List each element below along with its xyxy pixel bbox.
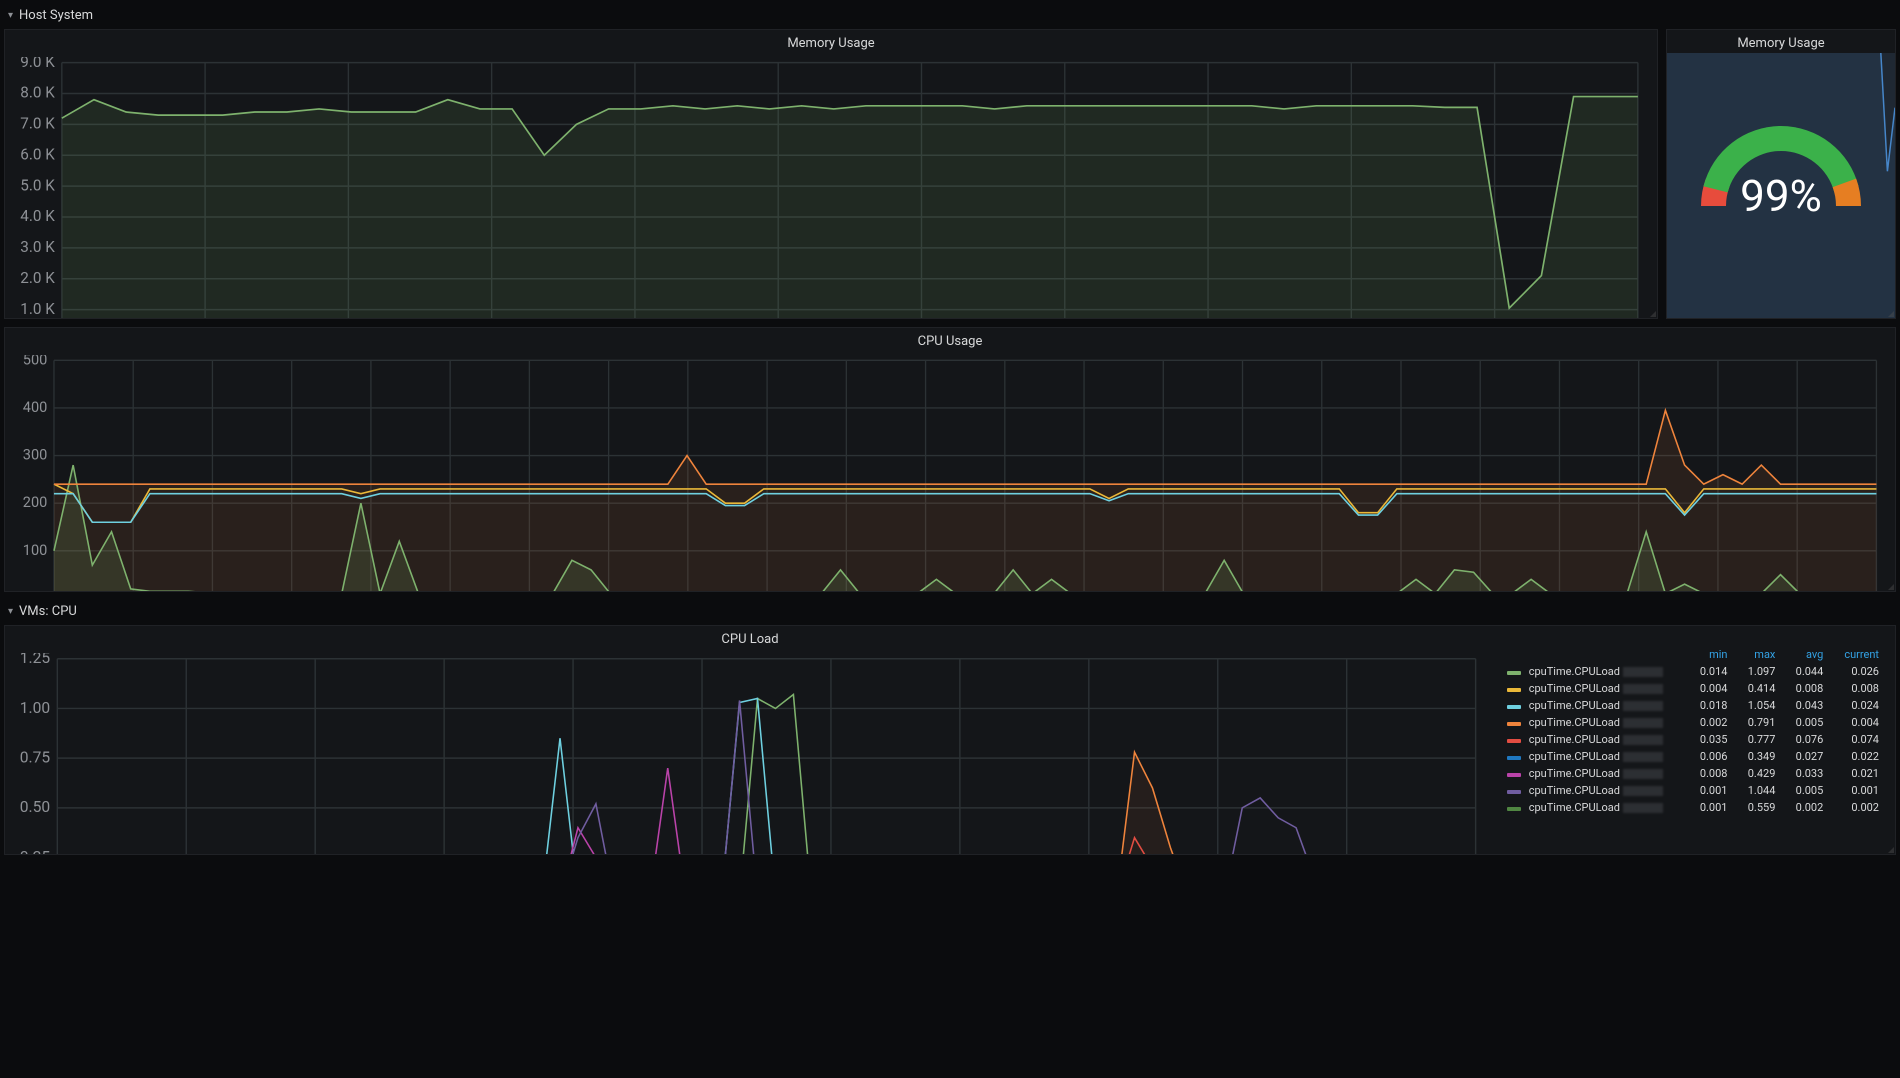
- col-current[interactable]: current: [1831, 646, 1887, 663]
- svg-text:0.25: 0.25: [20, 847, 51, 855]
- obscured-label: [1623, 701, 1663, 711]
- obscured-label: [1623, 803, 1663, 813]
- table-row[interactable]: cpuTime.CPULoad 0.0141.0970.0440.026: [1499, 663, 1887, 680]
- svg-text:6.0 K: 6.0 K: [20, 145, 55, 163]
- svg-text:3.0 K: 3.0 K: [20, 238, 55, 256]
- svg-text:100: 100: [23, 541, 48, 559]
- col-min[interactable]: min: [1688, 646, 1736, 663]
- obscured-label: [1623, 769, 1663, 779]
- legend-swatch: [1507, 722, 1521, 726]
- svg-text:9.0 K: 9.0 K: [20, 57, 55, 71]
- legend-swatch: [1507, 705, 1521, 709]
- svg-text:1.25: 1.25: [20, 653, 51, 667]
- legend-table-cpuload: minmaxavgcurrent cpuTime.CPULoad 0.0141.…: [1499, 646, 1887, 816]
- panel-cpu-usage[interactable]: CPU Usage 010020030040050016:0017:0018:0…: [4, 327, 1896, 592]
- chart-cpu-load[interactable]: 00.250.500.751.001.2516:0018:0020:0022:0…: [9, 653, 1487, 855]
- resize-handle[interactable]: [1648, 309, 1656, 317]
- obscured-label: [1623, 667, 1663, 677]
- resize-handle[interactable]: [1886, 309, 1894, 317]
- panel-title-cpuload: CPU Load: [5, 626, 1495, 649]
- chart-cpu-usage[interactable]: 010020030040050016:0017:0018:0019:0020:0…: [9, 355, 1887, 592]
- svg-text:4.0 K: 4.0 K: [20, 207, 55, 225]
- table-row[interactable]: cpuTime.CPULoad 0.0020.7910.0050.004: [1499, 714, 1887, 731]
- table-row[interactable]: cpuTime.CPULoad 0.0060.3490.0270.022: [1499, 748, 1887, 765]
- svg-text:2.0 K: 2.0 K: [20, 269, 55, 287]
- legend-swatch: [1507, 773, 1521, 777]
- resize-handle[interactable]: [1886, 845, 1894, 853]
- svg-text:200: 200: [23, 493, 48, 511]
- svg-text:8.0 K: 8.0 K: [20, 84, 55, 102]
- panel-title-memory: Memory Usage: [5, 30, 1657, 53]
- svg-text:1.00: 1.00: [20, 698, 50, 717]
- table-row[interactable]: cpuTime.CPULoad 0.0080.4290.0330.021: [1499, 765, 1887, 782]
- row-header-vms[interactable]: ▾ VMs: CPU: [4, 600, 1896, 625]
- legend-swatch: [1507, 807, 1521, 811]
- svg-text:0.50: 0.50: [20, 797, 50, 816]
- svg-text:7.0 K: 7.0 K: [20, 115, 55, 133]
- svg-text:1.0 K: 1.0 K: [20, 300, 55, 318]
- chevron-down-icon: ▾: [8, 606, 13, 617]
- svg-text:500: 500: [23, 355, 48, 368]
- table-row[interactable]: cpuTime.CPULoad 0.0010.5590.0020.002: [1499, 799, 1887, 816]
- legend-swatch: [1507, 790, 1521, 794]
- resize-handle[interactable]: [1886, 582, 1894, 590]
- table-row[interactable]: cpuTime.CPULoad 0.0181.0540.0430.024: [1499, 697, 1887, 714]
- col-avg[interactable]: avg: [1783, 646, 1831, 663]
- obscured-label: [1623, 786, 1663, 796]
- legend-swatch: [1507, 756, 1521, 760]
- legend-swatch: [1507, 739, 1521, 743]
- panel-title-gauge: Memory Usage: [1667, 30, 1895, 53]
- gauge-sparkline: [1667, 53, 1895, 318]
- obscured-label: [1623, 718, 1663, 728]
- svg-text:0: 0: [39, 588, 47, 592]
- obscured-label: [1623, 752, 1663, 762]
- table-row[interactable]: cpuTime.CPULoad 0.0350.7770.0760.074: [1499, 731, 1887, 748]
- panel-cpu-load[interactable]: CPU Load 00.250.500.751.001.2516:0018:00…: [4, 625, 1896, 855]
- obscured-label: [1623, 735, 1663, 745]
- svg-text:5.0 K: 5.0 K: [20, 176, 55, 194]
- panel-title-cpu: CPU Usage: [5, 328, 1895, 351]
- chart-memory[interactable]: 01.0 K2.0 K3.0 K4.0 K5.0 K6.0 K7.0 K8.0 …: [9, 57, 1649, 319]
- chevron-down-icon: ▾: [8, 10, 13, 21]
- legend-swatch: [1507, 671, 1521, 675]
- row-header-host[interactable]: ▾ Host System: [4, 4, 1896, 29]
- svg-text:300: 300: [23, 446, 48, 464]
- table-row[interactable]: cpuTime.CPULoad 0.0040.4140.0080.008: [1499, 680, 1887, 697]
- row-title-host: Host System: [19, 8, 93, 23]
- legend-swatch: [1507, 688, 1521, 692]
- panel-memory-usage[interactable]: Memory Usage 01.0 K2.0 K3.0 K4.0 K5.0 K6…: [4, 29, 1658, 319]
- table-row[interactable]: cpuTime.CPULoad 0.0011.0440.0050.001: [1499, 782, 1887, 799]
- obscured-label: [1623, 684, 1663, 694]
- panel-memory-gauge[interactable]: Memory Usage 99%: [1666, 29, 1896, 319]
- col-max[interactable]: max: [1735, 646, 1783, 663]
- svg-text:400: 400: [23, 398, 48, 416]
- row-title-vms: VMs: CPU: [19, 604, 77, 619]
- svg-text:0.75: 0.75: [20, 747, 51, 766]
